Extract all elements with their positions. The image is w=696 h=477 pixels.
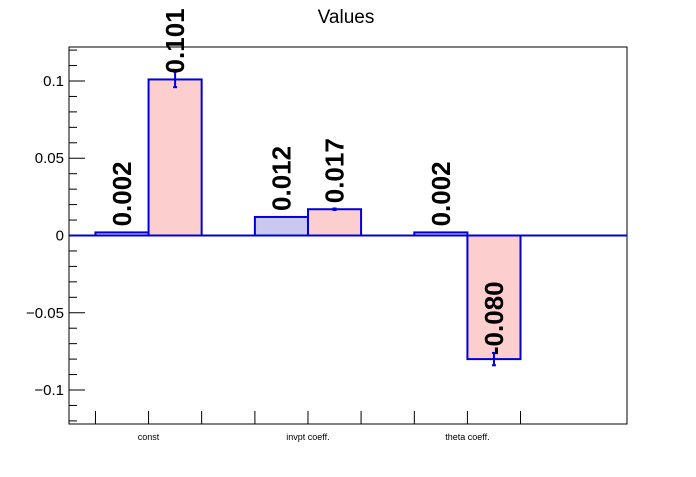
category-label: theta coeff. bbox=[445, 432, 489, 442]
y-tick-label: −0.1 bbox=[34, 382, 64, 399]
chart-title: Values bbox=[318, 7, 375, 28]
bar bbox=[147, 78, 203, 237]
bar bbox=[253, 215, 309, 237]
y-tick-label: 0.05 bbox=[35, 150, 64, 167]
data-label: 0.002 bbox=[107, 161, 137, 226]
data-label: -0.080 bbox=[479, 281, 509, 355]
data-label: 0.101 bbox=[160, 8, 190, 73]
data-label: 0.002 bbox=[426, 161, 456, 226]
data-label: 0.017 bbox=[320, 138, 350, 203]
y-tick-label: 0.1 bbox=[43, 73, 64, 90]
y-tick-label: 0 bbox=[56, 228, 64, 245]
category-label: const bbox=[138, 432, 160, 442]
category-label: invpt coeff. bbox=[286, 432, 329, 442]
bar bbox=[306, 208, 363, 237]
bar bbox=[466, 234, 522, 361]
y-tick-label: −0.05 bbox=[26, 305, 64, 322]
data-label: 0.012 bbox=[266, 146, 296, 211]
